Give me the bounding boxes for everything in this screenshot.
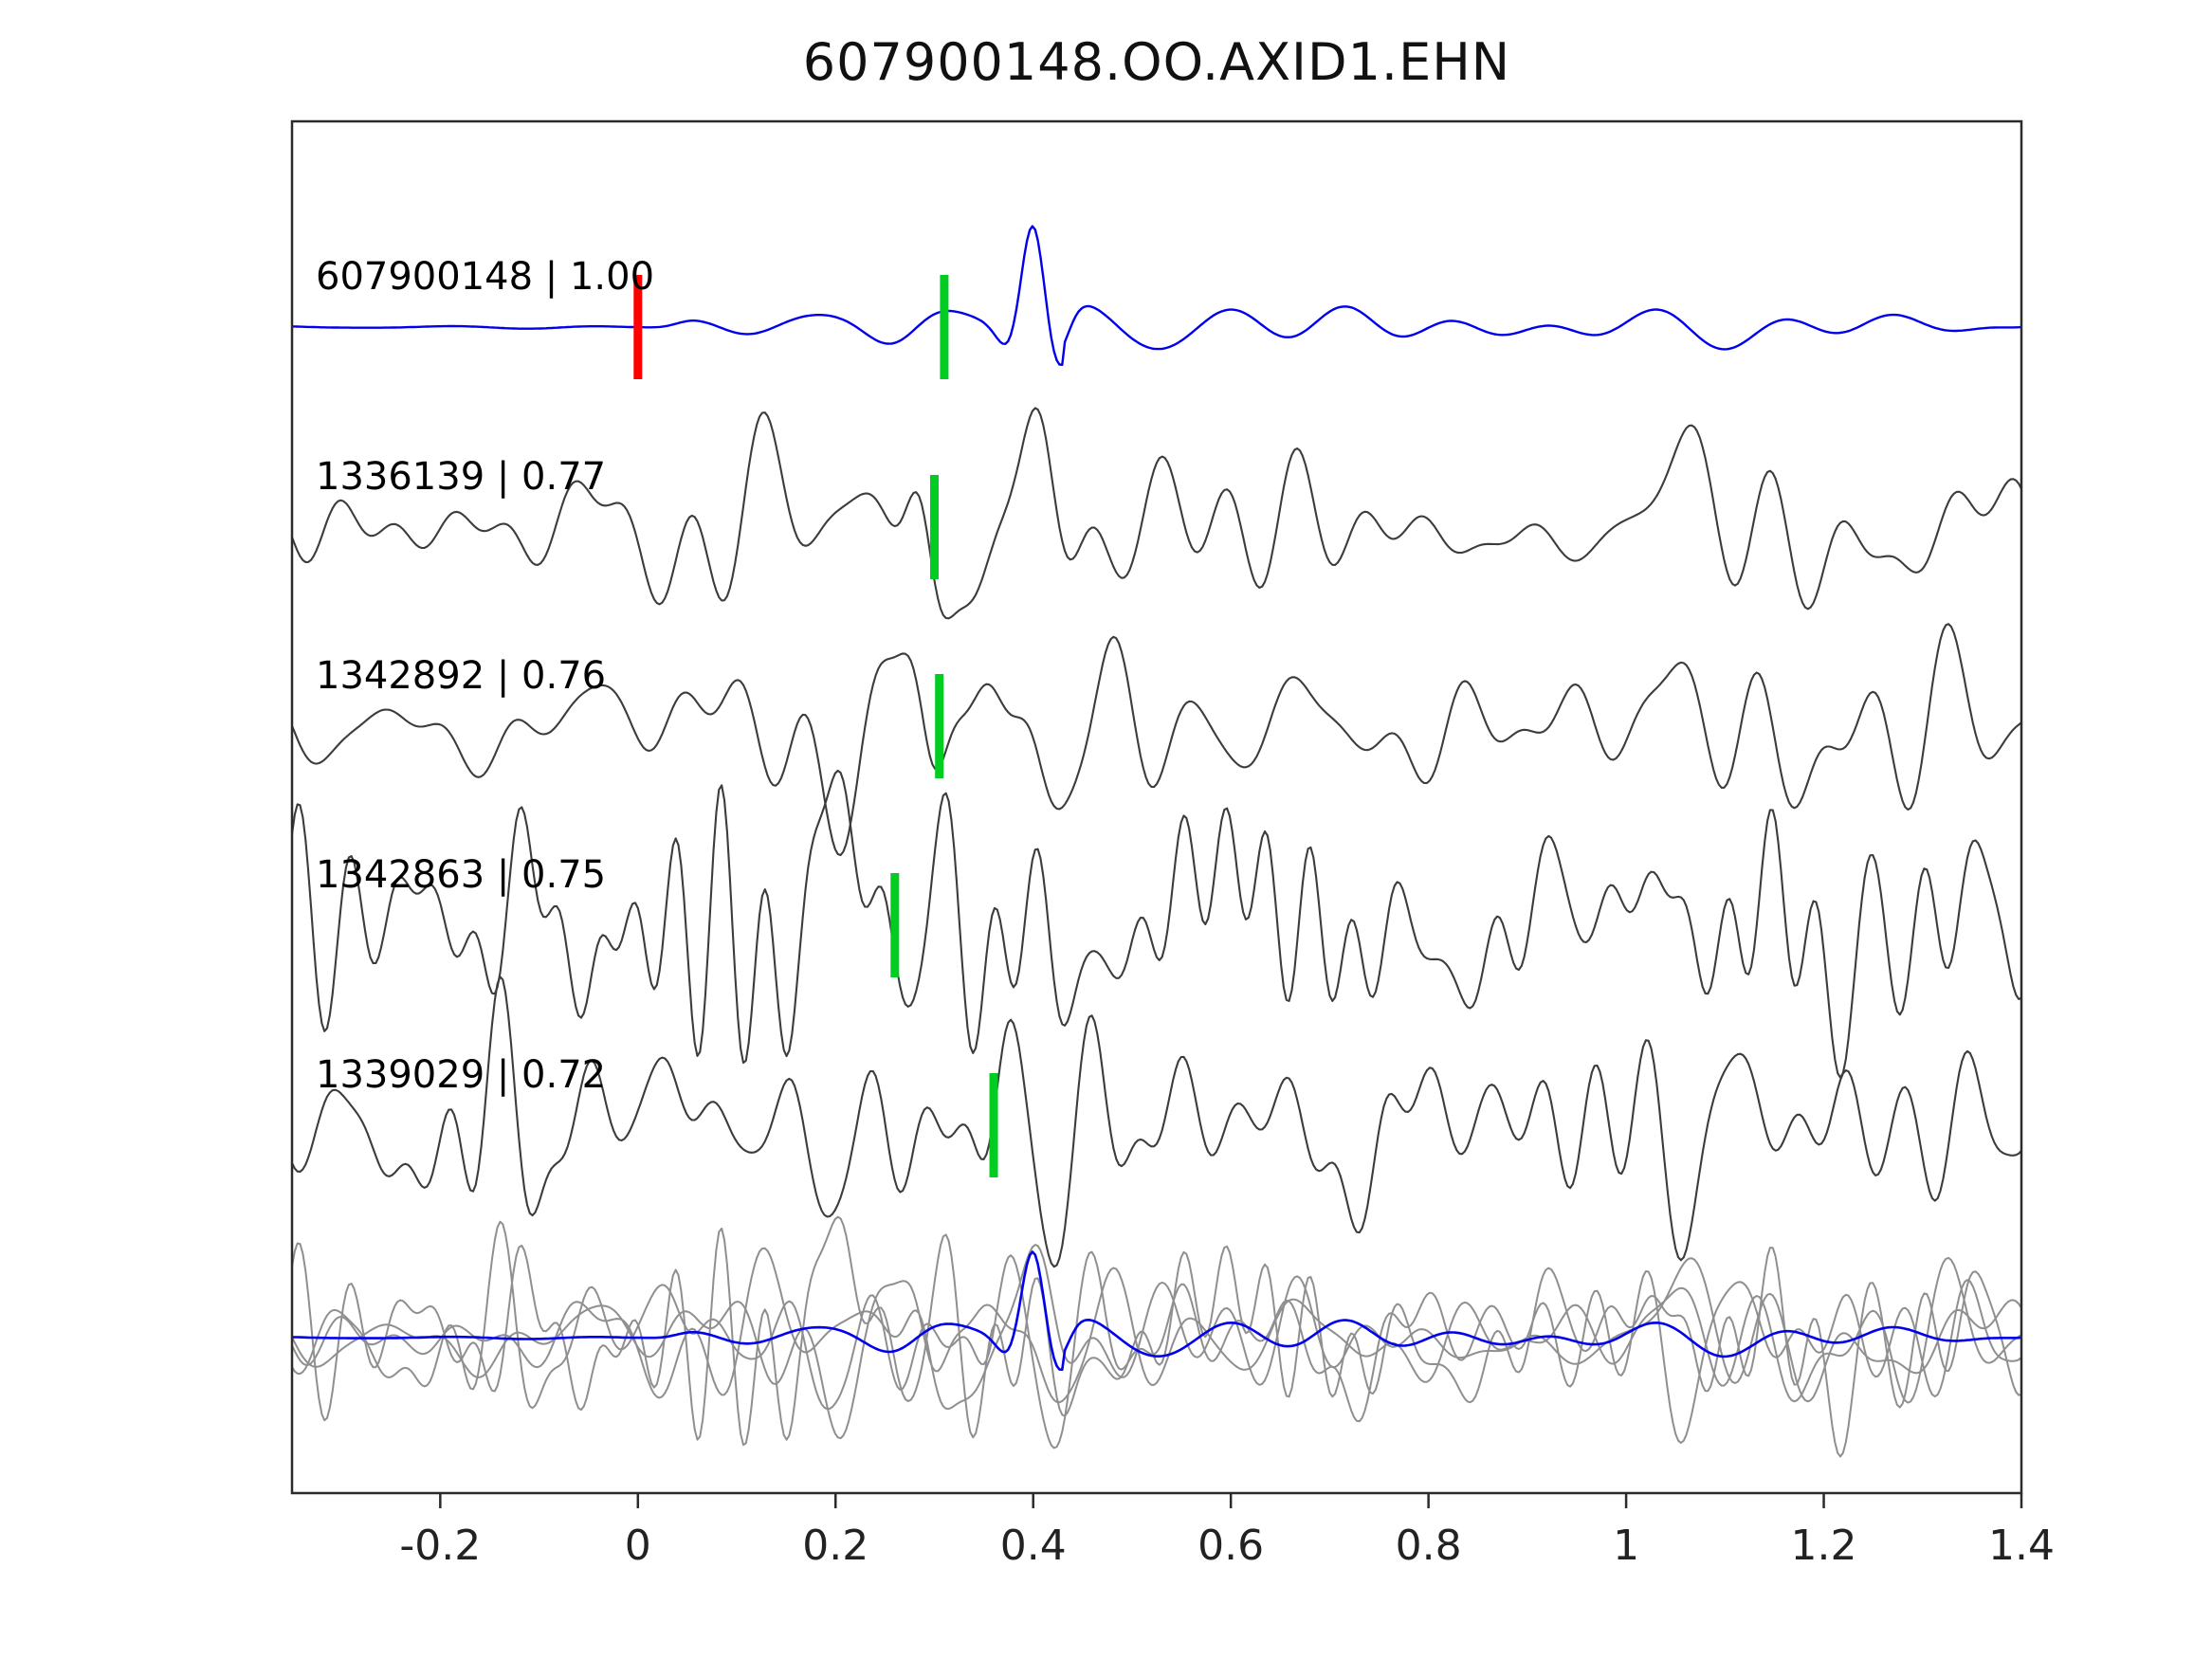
trace-match-1342863 xyxy=(292,769,2021,1079)
x-tick-label: 0.6 xyxy=(1197,1522,1264,1570)
trace-labels-group: 607900148 | 1.00 1336139 | 0.77 1342892 | … xyxy=(316,255,654,1097)
x-tick-label: 0 xyxy=(625,1522,651,1570)
markers-group xyxy=(633,275,998,1177)
trace-match-1336139 xyxy=(292,407,2021,620)
x-tick-label: -0.2 xyxy=(399,1522,481,1570)
chart-title: 607900148.OO.AXID1.EHN xyxy=(802,32,1511,92)
trace-match-1342892 xyxy=(292,623,2021,857)
overlay-trace-match-0 xyxy=(292,1244,2021,1411)
x-tick-label: 0.8 xyxy=(1396,1522,1462,1570)
overlay-trace-template xyxy=(292,1250,2021,1372)
x-tick-label: 0.2 xyxy=(802,1522,868,1570)
trace-label-1339029: 1339029 | 0.72 xyxy=(316,1053,606,1097)
overlay-trace-match-2 xyxy=(292,1215,2021,1458)
trace-label-607900148: 607900148 | 1.00 xyxy=(316,255,654,299)
x-axis-group: -0.2 0 0.2 0.4 0.6 0.8 1 1.2 1.4 xyxy=(399,1493,2055,1570)
overlay-trace-match-3 xyxy=(292,1220,2021,1449)
trace-label-1342863: 1342863 | 0.75 xyxy=(316,853,606,897)
x-tick-label: 1.4 xyxy=(1988,1522,2055,1570)
traces-group xyxy=(292,225,2021,1458)
trace-label-1342892: 1342892 | 0.76 xyxy=(316,654,606,698)
trace-template xyxy=(292,225,2021,366)
trace-match-1339029 xyxy=(292,975,2021,1268)
x-tick-label: 1 xyxy=(1613,1522,1639,1570)
x-tick-label: 1.2 xyxy=(1791,1522,1857,1570)
x-tick-label: 0.4 xyxy=(1000,1522,1067,1570)
axis-box xyxy=(290,119,2023,1495)
trace-label-1336139: 1336139 | 0.77 xyxy=(316,455,606,499)
